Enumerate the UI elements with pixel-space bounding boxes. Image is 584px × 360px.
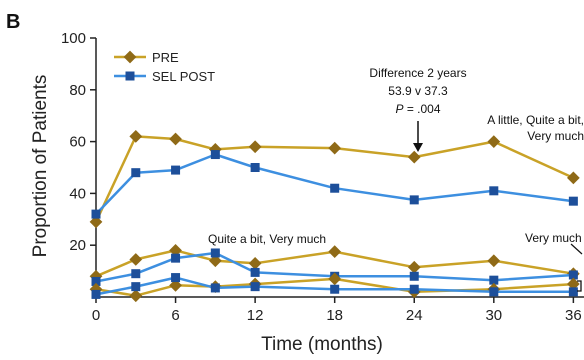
data-point-pre: [567, 171, 580, 185]
data-point-sel-post: [330, 183, 340, 193]
data-point-sel-post: [91, 276, 101, 286]
data-point-pre: [169, 132, 182, 146]
series-sel-post-5: [91, 273, 578, 299]
data-point-sel-post: [568, 270, 578, 280]
annotations: Difference 2 years 53.9 v 37.3 P = .004 …: [208, 66, 584, 292]
legend-marker-pre: [123, 50, 137, 64]
data-point-sel-post: [171, 273, 181, 283]
data-point-pre: [129, 253, 143, 266]
data-point-pre: [248, 140, 262, 154]
group-label-mid: Quite a bit, Very much: [208, 232, 326, 246]
legend-label-pre: PRE: [152, 50, 179, 65]
data-point-sel-post: [91, 209, 101, 219]
axes: [95, 38, 584, 298]
data-point-pre: [169, 244, 182, 257]
data-point-pre: [89, 215, 103, 229]
difference-arrow-head: [413, 143, 423, 152]
data-point-pre: [208, 254, 222, 268]
data-point-sel-post: [131, 282, 141, 292]
p-value: = .004: [403, 102, 440, 116]
group-label-low-leader: [570, 243, 583, 255]
data-point-sel-post: [409, 284, 419, 294]
legend-item-pre: PRE: [114, 50, 179, 65]
data-point-pre: [407, 260, 421, 274]
data-point-sel-post: [210, 248, 220, 258]
data-point-pre: [169, 278, 182, 292]
data-point-pre: [129, 289, 143, 303]
data-point-pre: [407, 150, 421, 164]
difference-p-value: P = .004: [395, 102, 440, 116]
legend-marker-post: [125, 71, 135, 81]
data-point-sel-post: [568, 287, 578, 297]
data-point-sel-post: [568, 196, 578, 206]
ticks: 20 40 60 80 100 0 6 12 18 24 30 36: [61, 30, 582, 324]
data-point-sel-post: [489, 186, 499, 196]
p-symbol: P: [395, 102, 403, 116]
data-point-pre: [328, 141, 342, 155]
data-point-pre: [487, 254, 501, 268]
x-axis-title: Time (months): [261, 334, 383, 355]
y-tick-label: 80: [69, 82, 86, 99]
data-point-sel-post: [210, 283, 220, 293]
y-tick-label: 60: [69, 134, 86, 151]
data-point-pre: [129, 130, 143, 143]
data-point-sel-post: [250, 267, 260, 277]
data-point-sel-post: [409, 271, 419, 281]
group-label-top-line1: A little, Quite a bit,: [487, 113, 584, 127]
data-point-sel-post: [171, 165, 181, 175]
y-tick-label: 20: [69, 237, 86, 254]
series-sel-post-1: [91, 150, 578, 219]
difference-values: 53.9 v 37.3: [388, 84, 448, 98]
y-tick-label: 40: [69, 185, 86, 202]
data-point-sel-post: [489, 287, 499, 297]
data-point-pre: [328, 272, 342, 286]
panel-letter: B: [6, 11, 20, 33]
data-point-sel-post: [409, 195, 419, 205]
data-point-pre: [248, 256, 262, 270]
data-point-sel-post: [131, 269, 141, 279]
x-tick-label: 30: [485, 307, 502, 324]
x-tick-label: 24: [406, 307, 423, 324]
data-point-sel-post: [250, 282, 260, 292]
data-point-sel-post: [489, 275, 499, 285]
y-axis-title: Proportion of Patients: [30, 75, 51, 258]
x-tick-label: 6: [171, 307, 179, 324]
series-pre-0: [89, 130, 580, 229]
data-point-pre: [487, 135, 501, 148]
x-tick-label: 36: [565, 307, 582, 324]
group-label-low: Very much: [525, 231, 582, 245]
difference-title: Difference 2 years: [369, 66, 466, 80]
legend: PRE SEL POST: [114, 50, 215, 84]
data-point-sel-post: [91, 289, 101, 299]
data-point-sel-post: [250, 163, 260, 172]
x-tick-label: 18: [326, 307, 343, 324]
data-point-pre: [328, 245, 342, 259]
series-layer: [89, 130, 580, 303]
x-tick-label: 0: [92, 307, 100, 324]
data-point-sel-post: [171, 253, 181, 263]
data-point-sel-post: [131, 168, 141, 178]
y-tick-label: 100: [61, 30, 86, 47]
x-tick-label: 12: [247, 307, 264, 324]
data-point-sel-post: [210, 150, 220, 160]
group-bracket: [577, 280, 582, 292]
data-point-sel-post: [330, 284, 340, 294]
legend-label-post: SEL POST: [152, 69, 215, 84]
legend-item-post: SEL POST: [114, 69, 215, 84]
group-label-top-line2: Very much: [527, 129, 584, 143]
